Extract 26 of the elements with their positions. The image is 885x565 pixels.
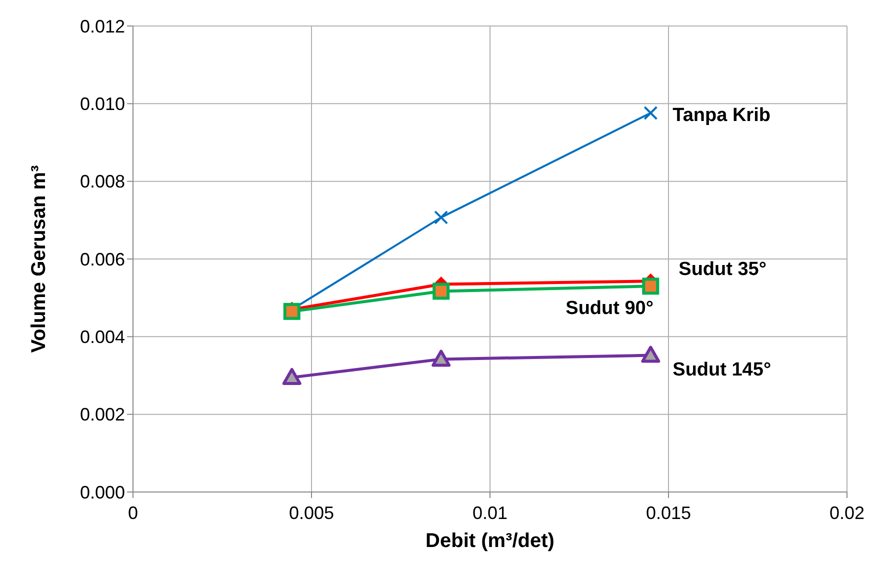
point xyxy=(642,278,660,295)
x-tick-label: 0.005 xyxy=(288,502,334,523)
y-tick-label: 0.010 xyxy=(80,94,125,114)
point xyxy=(432,350,451,367)
y-tick-label: 0.008 xyxy=(80,172,125,192)
point xyxy=(641,346,660,363)
y-tick-label: 0.000 xyxy=(80,482,125,502)
point xyxy=(434,210,448,224)
point xyxy=(644,106,658,120)
point xyxy=(283,302,300,320)
y-tick-label: 0.012 xyxy=(80,16,125,36)
x-tick-label: 0.015 xyxy=(646,502,692,523)
series-label: Sudut 35° xyxy=(678,259,766,280)
point xyxy=(282,368,302,385)
series-label: Sudut 145° xyxy=(672,359,772,380)
y-tick-label: 0.004 xyxy=(80,327,125,348)
point xyxy=(432,282,450,300)
series-label: Tanpa Krib xyxy=(672,104,770,126)
x-tick-label: 0 xyxy=(128,502,138,523)
x-tick-label: 0.02 xyxy=(829,502,865,523)
y-axis-title: Volume Gerusan m³ xyxy=(28,164,50,353)
series-label: Sudut 90° xyxy=(566,298,654,320)
x-axis-title: Debit (m³/det) xyxy=(426,530,554,552)
y-tick-label: 0.002 xyxy=(80,404,125,425)
x-tick-label: 0.01 xyxy=(472,502,508,523)
y-tick-label: 0.006 xyxy=(80,249,125,270)
